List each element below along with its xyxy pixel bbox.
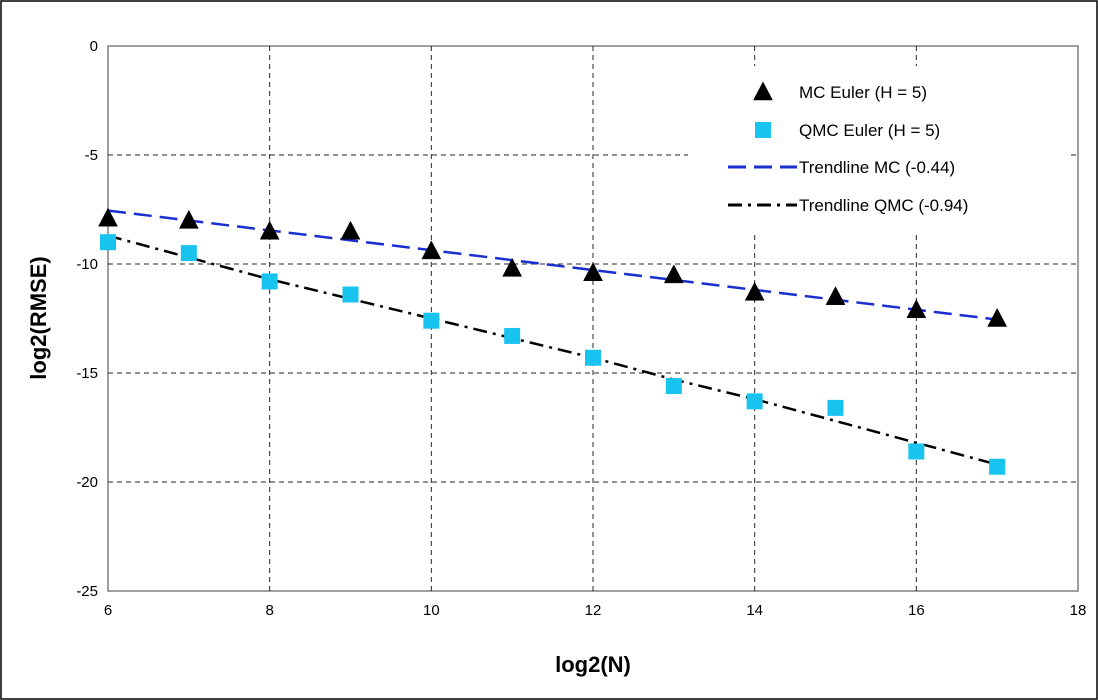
- mc-point: [340, 220, 361, 240]
- y-tick-label: 0: [90, 38, 98, 55]
- tick-labels: 6 8 10 12 14 16 18 0 -5 -10 -15 -20 -25: [76, 38, 1086, 619]
- y-tick-label: -20: [76, 474, 98, 491]
- qmc-point: [908, 443, 925, 460]
- qmc-point: [746, 393, 763, 410]
- legend-label: MC Euler (H = 5): [799, 83, 927, 102]
- x-tick-label: 16: [908, 602, 925, 619]
- y-tick-label: -5: [85, 147, 98, 164]
- legend-label: Trendline QMC (-0.94): [799, 196, 968, 215]
- qmc-point: [180, 245, 197, 262]
- trendline-3: [107, 234, 998, 466]
- legend: MC Euler (H = 5) QMC Euler (H = 5) Trendli…: [688, 66, 1070, 232]
- mc-point: [906, 299, 927, 319]
- legend-background: [688, 66, 1070, 232]
- mc-point: [98, 207, 118, 227]
- qmc-point: [261, 273, 278, 290]
- mc-point: [987, 307, 1008, 327]
- x-tick-label: 14: [746, 602, 763, 619]
- legend-swatch-0: [753, 81, 773, 101]
- mc-point: [744, 281, 765, 301]
- mc-point: [178, 209, 199, 229]
- legend-entry: QMC Euler (H = 5): [755, 121, 940, 140]
- qmc-point: [665, 378, 682, 395]
- legend-swatch-1: [755, 122, 771, 138]
- trendlines: [107, 209, 998, 466]
- legend-label: Trendline MC (-0.44): [799, 158, 955, 177]
- legend-label: QMC Euler (H = 5): [799, 121, 940, 140]
- mc-point: [825, 286, 846, 305]
- x-axis-title: log2(N): [555, 652, 631, 677]
- y-axis-title: log2(RMSE): [26, 256, 51, 379]
- qmc-point: [100, 234, 116, 251]
- mc-point: [663, 264, 684, 284]
- y-tick-label: -15: [76, 365, 98, 382]
- mc-point: [583, 262, 603, 281]
- mc-point: [502, 257, 523, 277]
- x-tick-label: 10: [423, 602, 440, 619]
- y-tick-label: -25: [76, 583, 98, 600]
- mc-point: [259, 220, 280, 240]
- mc-point: [421, 240, 442, 260]
- data-markers: [98, 207, 1008, 475]
- legend-entry: MC Euler (H = 5): [753, 81, 927, 102]
- x-tick-label: 8: [265, 602, 273, 619]
- x-tick-label: 12: [585, 602, 602, 619]
- qmc-point: [423, 312, 440, 329]
- qmc-point: [989, 458, 1006, 475]
- qmc-point: [827, 399, 844, 416]
- x-tick-label: 18: [1070, 602, 1087, 619]
- legend-entry: Trendline MC (-0.44): [728, 158, 955, 177]
- y-tick-label: -10: [76, 256, 98, 273]
- qmc-point: [342, 286, 359, 303]
- x-tick-label: 6: [104, 602, 112, 619]
- qmc-point: [585, 349, 601, 366]
- qmc-point: [504, 327, 521, 344]
- trendline-2: [107, 209, 998, 321]
- legend-entry: Trendline QMC (-0.94): [728, 196, 968, 215]
